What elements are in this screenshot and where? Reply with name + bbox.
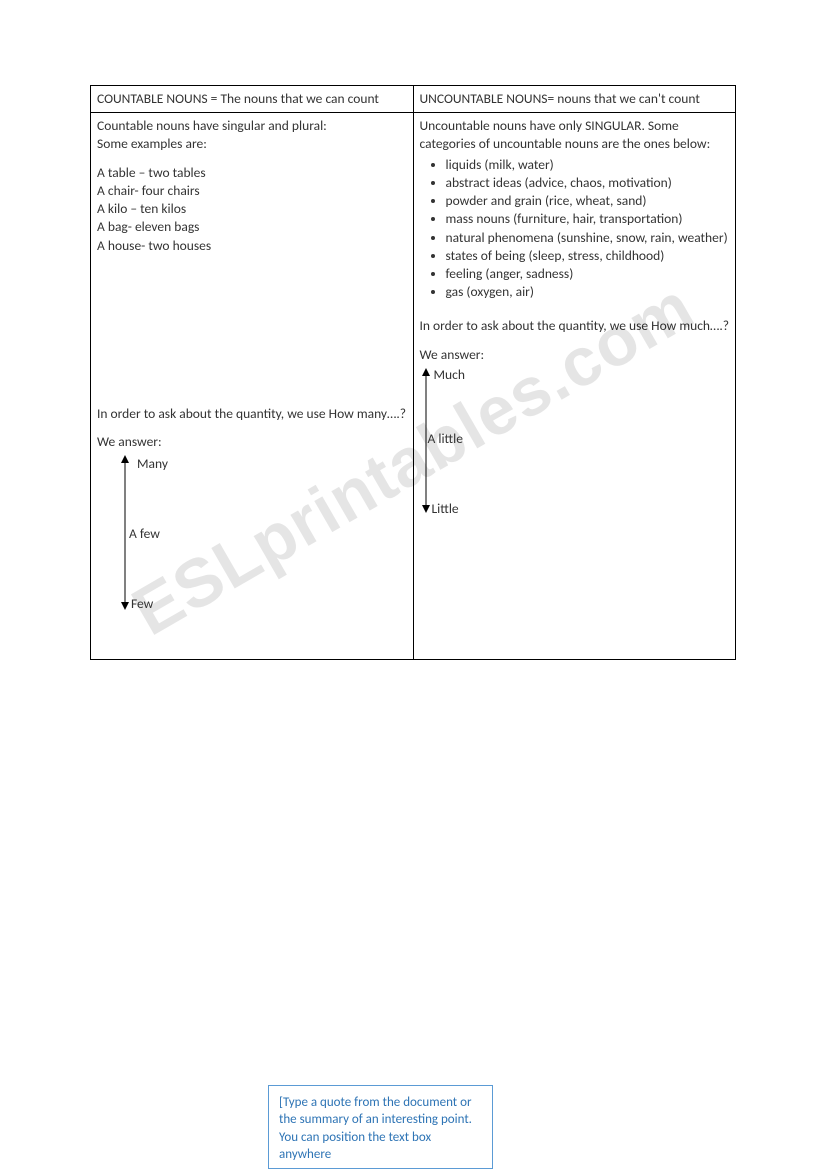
uncountable-ask: In order to ask about the quantity, we u… — [420, 317, 730, 335]
countable-ask: In order to ask about the quantity, we u… — [97, 405, 407, 423]
quote-box-text: [Type a quote from the document or the s… — [279, 1095, 472, 1163]
header-uncountable: UNCOUNTABLE NOUNS= nouns that we can't c… — [413, 86, 736, 113]
table-body-row: Countable nouns have singular and plural… — [91, 113, 736, 660]
category-item: mass nouns (furniture, hair, transportat… — [446, 210, 730, 228]
header-countable: COUNTABLE NOUNS = The nouns that we can … — [91, 86, 414, 113]
table-header-row: COUNTABLE NOUNS = The nouns that we can … — [91, 86, 736, 113]
cell-uncountable: Uncountable nouns have only SINGULAR. So… — [413, 113, 736, 660]
category-item: natural phenomena (sunshine, snow, rain,… — [446, 229, 730, 247]
arrow-label-afew: A few — [129, 525, 160, 543]
example-line: A table – two tables — [97, 164, 407, 182]
example-line: A kilo – ten kilos — [97, 200, 407, 218]
countable-intro-2: Some examples are: — [97, 135, 407, 153]
category-item: feeling (anger, sadness) — [446, 265, 730, 283]
uncountable-answer-label: We answer: — [420, 346, 730, 364]
example-line: A chair- four chairs — [97, 182, 407, 200]
example-line: A bag- eleven bags — [97, 218, 407, 236]
page: ESLprintables.com COUNTABLE NOUNS = The … — [0, 0, 826, 660]
category-item: liquids (milk, water) — [446, 156, 730, 174]
countable-arrow-diagram: Many A few Few — [97, 455, 407, 615]
arrow-label-alittle: A little — [428, 430, 463, 448]
uncountable-categories: liquids (milk, water) abstract ideas (ad… — [420, 156, 730, 302]
cell-countable: Countable nouns have singular and plural… — [91, 113, 414, 660]
arrow-label-little: Little — [432, 500, 459, 518]
arrow-label-much: Much — [434, 366, 465, 384]
category-item: abstract ideas (advice, chaos, motivatio… — [446, 174, 730, 192]
arrow-label-few: Few — [131, 595, 153, 613]
countable-answer-label: We answer: — [97, 433, 407, 451]
example-line: A house- two houses — [97, 237, 407, 255]
uncountable-arrow-diagram: Much A little Little — [420, 368, 730, 518]
countable-intro-1: Countable nouns have singular and plural… — [97, 117, 407, 135]
nouns-table: COUNTABLE NOUNS = The nouns that we can … — [90, 85, 736, 660]
quote-text-box: [Type a quote from the document or the s… — [268, 1085, 493, 1169]
category-item: powder and grain (rice, wheat, sand) — [446, 192, 730, 210]
category-item: states of being (sleep, stress, childhoo… — [446, 247, 730, 265]
arrow-label-many: Many — [137, 455, 168, 473]
uncountable-intro: Uncountable nouns have only SINGULAR. So… — [420, 117, 730, 153]
category-item: gas (oxygen, air) — [446, 283, 730, 301]
